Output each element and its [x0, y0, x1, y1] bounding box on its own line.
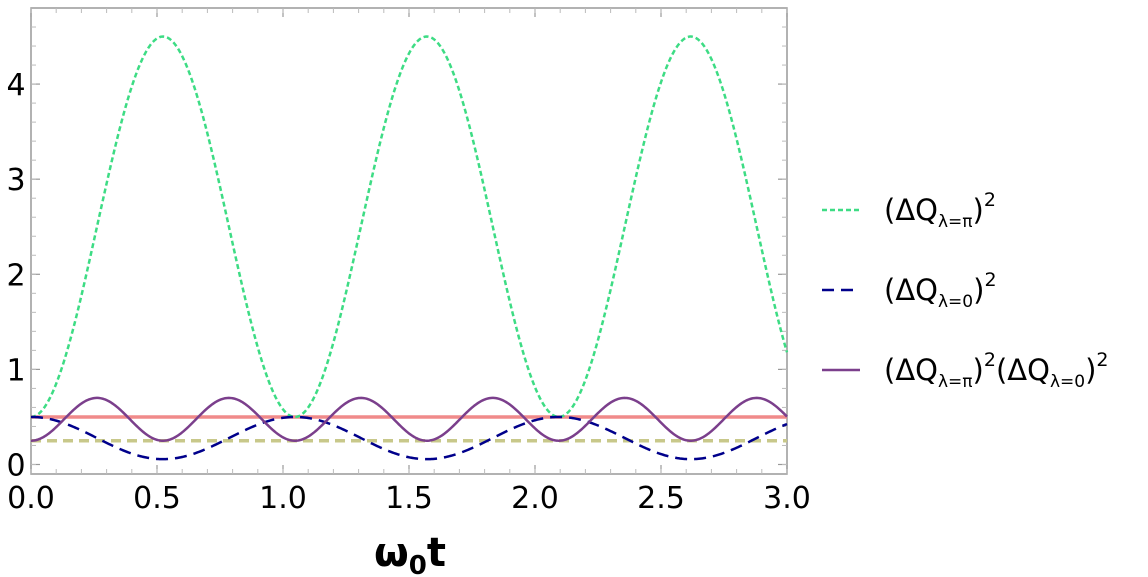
- y-tick-label: 0: [6, 448, 25, 483]
- x-tick-label: 2.5: [637, 481, 685, 516]
- series-dq-pi: [30, 35, 789, 419]
- x-tick-label: 0.5: [133, 481, 181, 516]
- legend-sample-dotted: [822, 208, 860, 212]
- plot-frame-group: [30, 7, 788, 475]
- y-tick-label: 3: [6, 163, 25, 198]
- ticks-group: 0.0 0.5 1.0 1.5 2.0 2.5 3.0 0 1 2 3 4: [6, 8, 811, 516]
- x-tick-label: 2.0: [511, 481, 559, 516]
- legend-item-dq-pi: (ΔQλ=π)2: [822, 188, 996, 232]
- x-tick-label: 1.0: [259, 481, 307, 516]
- y-tick-label: 1: [6, 353, 25, 388]
- x-tick-label: 1.5: [385, 481, 433, 516]
- x-tick-label: 0.0: [7, 481, 55, 516]
- x-axis-title: ω0t: [374, 530, 446, 577]
- series-dq-0: [30, 415, 788, 461]
- plot-frame: [30, 7, 788, 475]
- legend-item-product: (ΔQλ=π)2(ΔQλ=0)2: [822, 348, 1109, 392]
- legend-label: (ΔQλ=0)2: [884, 268, 997, 312]
- series-product: [30, 396, 788, 442]
- y-tick-label: 4: [6, 68, 25, 103]
- legend-label: (ΔQλ=π)2(ΔQλ=0)2: [884, 348, 1109, 392]
- legend-sample-dashed: [822, 288, 860, 292]
- legend-item-dq-0: (ΔQλ=0)2: [822, 268, 997, 312]
- y-tick-label: 2: [6, 258, 25, 293]
- legend-sample-solid: [822, 368, 860, 372]
- legend-label: (ΔQλ=π)2: [884, 188, 996, 232]
- series-group: [30, 35, 789, 461]
- x-tick-label: 3.0: [763, 481, 811, 516]
